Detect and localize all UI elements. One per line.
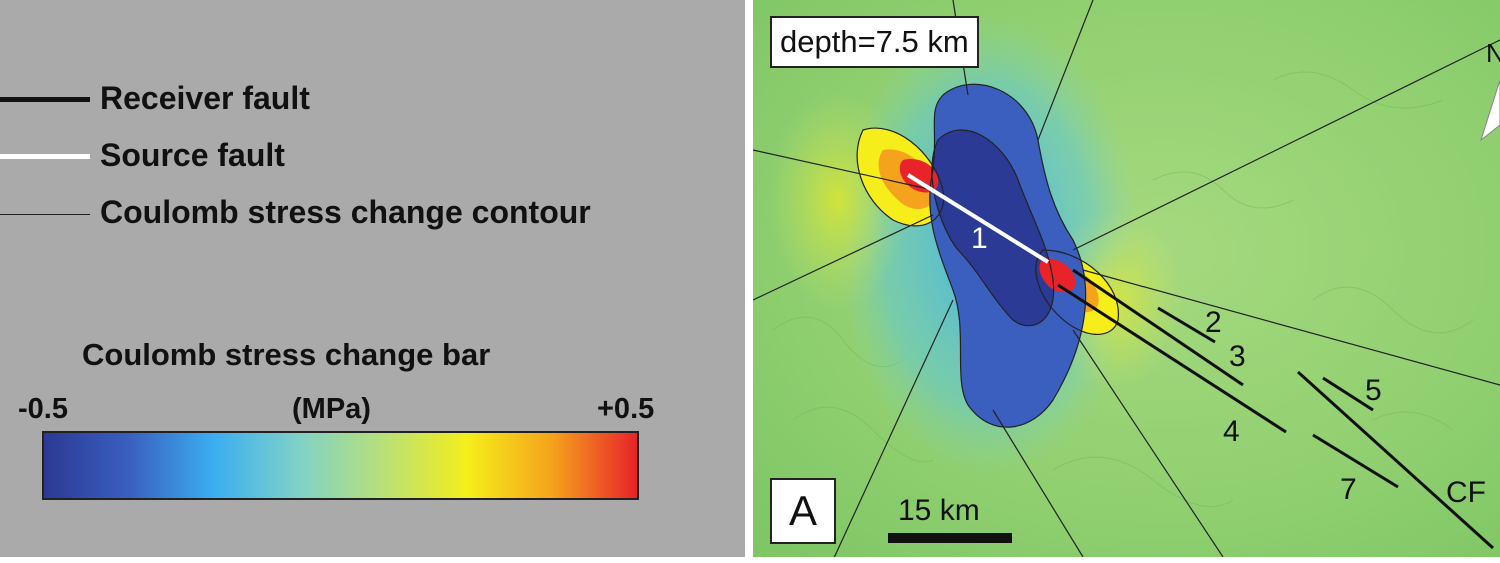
- fault-label-4: 4: [1223, 415, 1240, 448]
- legend-row-contour: Coulomb stress change contour: [0, 194, 745, 234]
- red-patch-west: [899, 159, 939, 193]
- receiver-faults: [1057, 268, 1495, 550]
- colorbar-min-label: -0.5: [18, 393, 68, 425]
- receiver-fault-2: [1157, 306, 1216, 344]
- colorbar-title: Coulomb stress change bar: [82, 337, 491, 372]
- map-panel: depth=7.5 km A 1 2 3 4 5 7 CF N 15 km: [753, 0, 1500, 557]
- contour-label: Coulomb stress change contour: [100, 194, 591, 230]
- receiver-fault-7: [1312, 433, 1399, 489]
- scale-label: 15 km: [898, 494, 980, 527]
- receiver-fault-3: [1072, 268, 1244, 387]
- receiver-fault-5: [1322, 376, 1374, 412]
- fault-label-7: 7: [1340, 473, 1357, 506]
- fault-label-5: 5: [1365, 374, 1382, 407]
- depth-label: depth=7.5 km: [770, 16, 979, 68]
- stress-map: [753, 0, 1500, 557]
- source-fault: [906, 173, 1050, 264]
- source-fault-swatch: [0, 154, 90, 159]
- fault-label-1: 1: [971, 222, 988, 255]
- red-patch-east: [1039, 258, 1076, 293]
- fault-label-2: 2: [1205, 306, 1222, 339]
- legend-row-receiver: Receiver fault: [0, 80, 745, 120]
- source-fault-label: Source fault: [100, 137, 285, 173]
- legend-panel: Receiver fault Source fault Coulomb stre…: [0, 0, 745, 557]
- receiver-fault-cf: [1296, 370, 1495, 550]
- scale-bar: [888, 533, 1012, 543]
- receiver-fault-swatch: [0, 97, 90, 102]
- receiver-fault-4: [1057, 283, 1287, 434]
- fault-label-cf: CF: [1446, 476, 1486, 509]
- colorbar-max-label: +0.5: [597, 393, 655, 425]
- receiver-fault-label: Receiver fault: [100, 80, 310, 116]
- fault-label-3: 3: [1229, 340, 1246, 373]
- north-arrow: [1480, 79, 1500, 142]
- relief-texture: [772, 71, 1474, 508]
- legend-row-source: Source fault: [0, 137, 745, 177]
- north-label: N: [1486, 38, 1500, 68]
- colorbar-unit-label: (MPa): [292, 393, 371, 425]
- colorbar: [42, 431, 639, 500]
- coulomb-contours: [753, 0, 1500, 557]
- panel-letter: A: [770, 478, 836, 544]
- contour-swatch: [0, 214, 90, 215]
